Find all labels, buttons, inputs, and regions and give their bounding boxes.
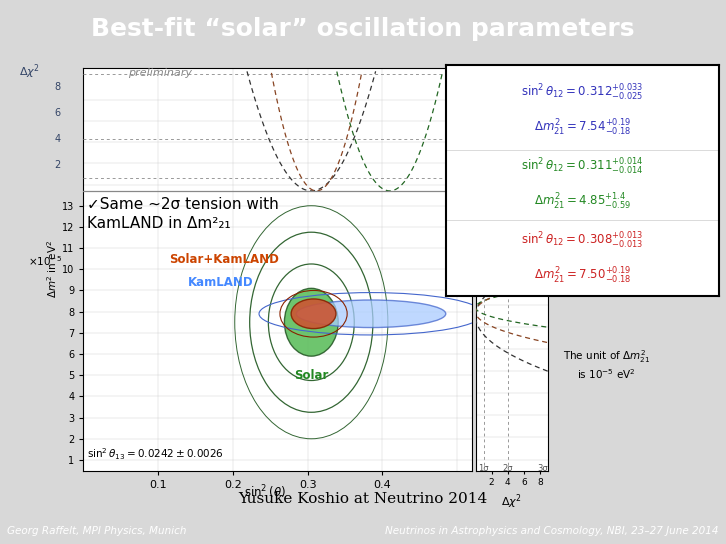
Text: $\sin^2 \theta_{12} = 0.312^{+0.033}_{-0.025}$: $\sin^2 \theta_{12} = 0.312^{+0.033}_{-0…	[521, 83, 644, 103]
Ellipse shape	[296, 300, 446, 327]
Text: KamLAND: KamLAND	[188, 276, 253, 289]
Ellipse shape	[291, 299, 336, 329]
Text: preliminary: preliminary	[129, 69, 192, 78]
Text: Georg Raffelt, MPI Physics, Munich: Georg Raffelt, MPI Physics, Munich	[7, 526, 187, 536]
Text: $\Delta\chi^2$: $\Delta\chi^2$	[19, 63, 39, 81]
Text: Solar: Solar	[294, 369, 328, 382]
Text: Yusuke Koshio at Neutrino 2014: Yusuke Koshio at Neutrino 2014	[238, 492, 488, 506]
Y-axis label: $\Delta m^2$ in eV$^2$: $\Delta m^2$ in eV$^2$	[46, 240, 60, 298]
Text: ✓Same ~2σ tension with
KamLAND in Δm²₂₁: ✓Same ~2σ tension with KamLAND in Δm²₂₁	[87, 197, 279, 231]
Text: $\Delta m^2_{21} = 7.54^{+0.19}_{-0.18}$: $\Delta m^2_{21} = 7.54^{+0.19}_{-0.18}$	[534, 118, 632, 138]
Text: The unit of $\Delta m^2_{21}$
is $10^{-5}$ eV$^2$: The unit of $\Delta m^2_{21}$ is $10^{-5…	[563, 348, 650, 381]
Text: Best-fit “solar” oscillation parameters: Best-fit “solar” oscillation parameters	[91, 16, 635, 41]
Text: 3σ: 3σ	[537, 464, 548, 473]
Text: 2: 2	[54, 160, 60, 170]
Text: $\sin^2(\theta)$: $\sin^2(\theta)$	[244, 484, 286, 501]
Text: $\sin^2 \theta_{12} = 0.311^{+0.014}_{-0.014}$: $\sin^2 \theta_{12} = 0.311^{+0.014}_{-0…	[521, 157, 644, 177]
Text: 3σ: 3σ	[461, 70, 472, 79]
Text: Neutrinos in Astrophysics and Cosmology, NBI, 23–27 June 2014: Neutrinos in Astrophysics and Cosmology,…	[386, 526, 719, 536]
Text: $\sin^2 \theta_{12} = 0.308^{+0.013}_{-0.013}$: $\sin^2 \theta_{12} = 0.308^{+0.013}_{-0…	[521, 231, 644, 251]
Text: 2σ: 2σ	[502, 464, 513, 473]
Text: 1σ: 1σ	[478, 464, 489, 473]
Text: 6: 6	[54, 108, 60, 118]
Text: $\times10^{-5}$: $\times10^{-5}$	[28, 254, 62, 268]
Text: $\sin^2\theta_{13}=0.0242\pm0.0026$: $\sin^2\theta_{13}=0.0242\pm0.0026$	[87, 446, 224, 462]
Text: $\Delta m^2_{21} = 7.50^{+0.19}_{-0.18}$: $\Delta m^2_{21} = 7.50^{+0.19}_{-0.18}$	[534, 265, 632, 286]
Text: $\Delta m^2_{21} = 4.85^{+1.4}_{-0.59}$: $\Delta m^2_{21} = 4.85^{+1.4}_{-0.59}$	[534, 191, 631, 212]
X-axis label: $\Delta\chi^2$: $\Delta\chi^2$	[502, 493, 522, 511]
Text: 1σ: 1σ	[461, 174, 472, 182]
Text: 8: 8	[54, 82, 60, 92]
Text: Solar+KamLAND: Solar+KamLAND	[169, 253, 280, 266]
Text: 4: 4	[54, 134, 60, 144]
Ellipse shape	[285, 288, 338, 356]
Text: 2σ: 2σ	[461, 134, 472, 144]
